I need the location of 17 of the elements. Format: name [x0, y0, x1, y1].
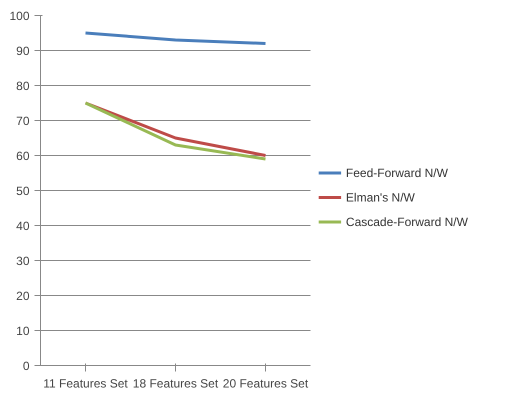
x-tick-label: 20 Features Set [222, 376, 309, 390]
legend-label: Feed-Forward N/W [346, 166, 449, 180]
y-tick-label: 60 [16, 149, 30, 163]
x-tick-label: 18 Features Set [132, 376, 219, 390]
x-tick-label: 11 Features Set [43, 376, 128, 390]
y-tick-label: 40 [16, 219, 30, 233]
y-tick-label: 80 [16, 79, 30, 93]
y-tick-label: 10 [16, 324, 30, 338]
y-tick-label: 70 [16, 114, 30, 128]
y-tick-label: 20 [16, 289, 30, 303]
y-tick-label: 90 [16, 44, 30, 58]
y-tick-label: 0 [22, 359, 30, 373]
legend-label: Elman's N/W [346, 190, 416, 204]
y-tick-label: 100 [9, 9, 30, 23]
y-tick-label: 50 [16, 184, 30, 198]
y-tick-label: 30 [16, 254, 30, 268]
legend-label: Cascade-Forward N/W [346, 215, 469, 229]
